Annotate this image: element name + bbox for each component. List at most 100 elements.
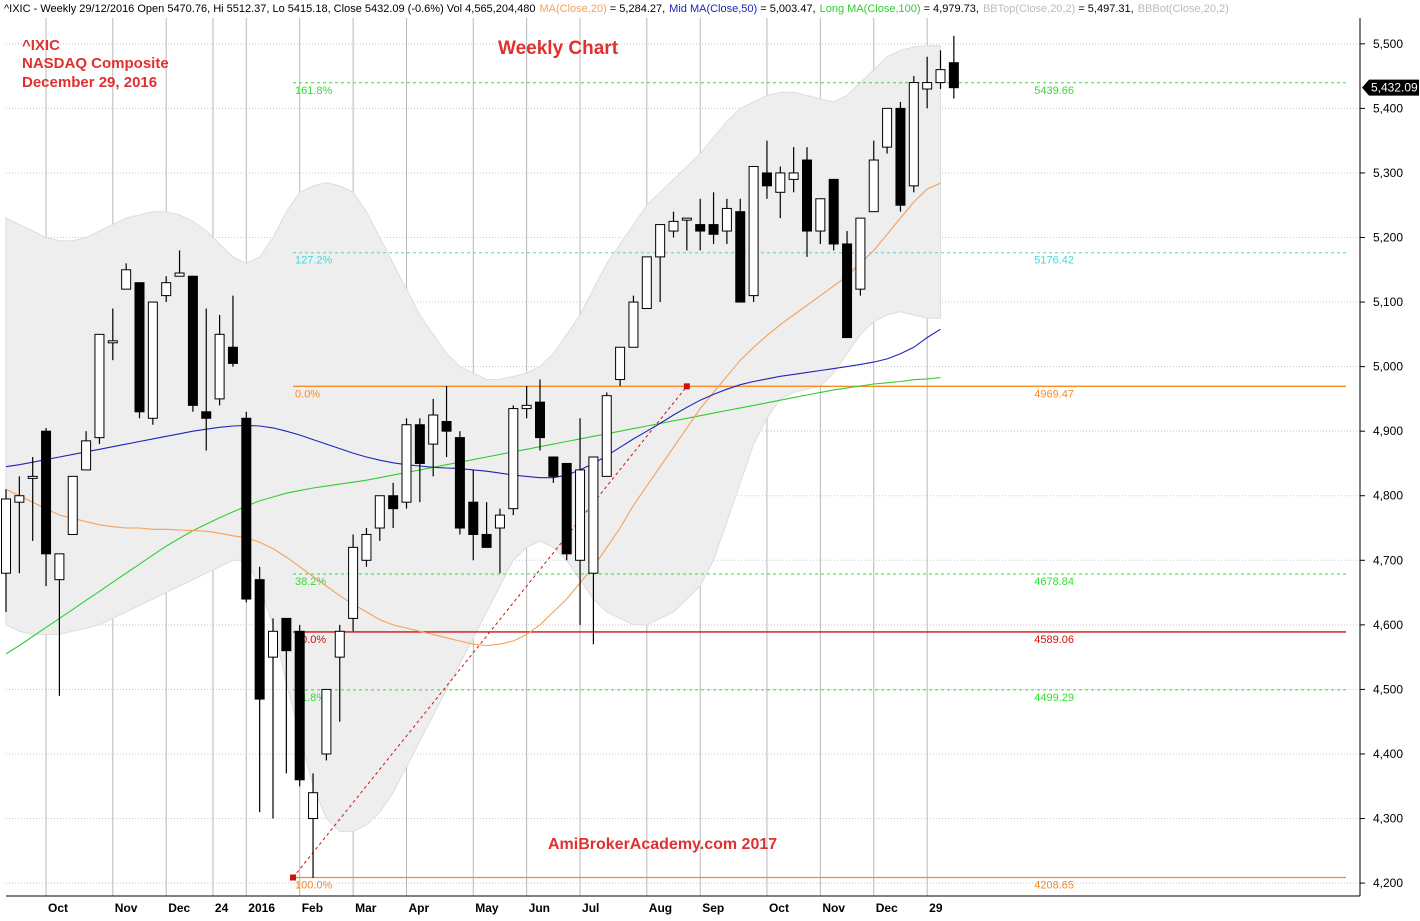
bollinger-band-layer [5,45,941,832]
candle-body [895,107,906,206]
candle-body [842,243,853,339]
y-tick-label: 5,200 [1373,231,1403,245]
y-tick-label: 5,100 [1373,295,1403,309]
x-tick-label: Sep [702,901,724,915]
candle-body [601,395,612,477]
fib-anchor-end [683,383,690,390]
chart-header: ^IXIC - Weekly 29/12/2016 Open 5470.76, … [4,3,1229,15]
y-tick-label: 4,600 [1373,618,1403,632]
candle-body [681,217,692,221]
candles-layer [1,35,959,878]
header-bbtop-value: = 5,497.31, [1075,3,1133,15]
y-tick-label: 4,500 [1373,682,1403,696]
candle-body [922,82,933,90]
fib-trendline [292,386,688,878]
candle-body [935,69,946,84]
last-price-tag-text: 5,432.09 [1371,81,1418,95]
y-tick-label: 4,300 [1373,812,1403,826]
candle-body [668,220,679,232]
candle-body [414,424,425,464]
x-tick-label: Apr [409,901,430,915]
candle-body [401,424,412,503]
candle-body [735,211,746,303]
chart-title: Weekly Chart [498,38,619,59]
candle-body [615,346,626,381]
candle-body [468,501,479,535]
candle-body [748,165,759,297]
candle-body [721,207,732,232]
y-tick-label: 4,700 [1373,553,1403,567]
x-tick-label: Aug [649,901,672,915]
header-bbtop-label: BBTop(Close,20,2) [983,3,1075,15]
candle-body [174,272,185,277]
fib-level-value: 4589.06 [1034,634,1074,646]
candle-body [81,440,92,471]
candle-body [121,269,132,290]
x-tick-label: May [475,901,499,915]
candle-body [94,333,105,439]
candle-body [374,495,385,529]
candle-body [628,301,639,348]
fib-level-label: 127.2% [295,255,333,267]
x-tick-label: 29 [929,901,943,915]
candle-body [788,172,799,180]
y-tick-label: 5,000 [1373,360,1403,374]
y-tick-label: 4,900 [1373,424,1403,438]
y-tick-label: 5,500 [1373,37,1403,51]
x-tick-label: Oct [48,901,68,915]
watermark-text: AmiBrokerAcademy.com 2017 [548,836,777,853]
date-label: December 29, 2016 [22,74,157,91]
x-tick-label: 2016 [248,901,275,915]
candle-body [348,546,359,619]
header-ma100-label: Long MA(Close,100) [820,3,921,15]
candle-body [147,301,158,419]
fib-level-value: 4499.29 [1034,692,1074,704]
y-tick-label: 5,300 [1373,166,1403,180]
last-price-tag: 5,432.09 [1362,79,1419,96]
candle-body [588,456,599,574]
ma50-line [5,328,941,479]
x-tick-label: Mar [355,901,377,915]
candle-body [54,553,65,581]
symbol-label: ^IXIC [22,37,60,54]
x-tick-label: Jun [529,901,550,915]
fib-anchor-start [290,874,297,881]
candle-body [334,630,345,658]
ma20-line [5,182,941,647]
candle-body [187,275,198,406]
candle-body [775,172,786,193]
header-ma50-value: = 5,003.47, [757,3,815,15]
candle-body [134,282,145,413]
x-tick-label: Nov [822,901,845,915]
candle-body [14,495,25,503]
candle-body [254,579,265,700]
fib-level-value: 4208.65 [1034,880,1074,892]
header-ma100-value: = 4,979.73, [921,3,979,15]
candle-body [1,498,11,574]
header-ma20-value: = 5,284.27, [607,3,665,15]
candle-body [494,514,505,529]
y-tick-label: 4,200 [1373,876,1403,890]
candle-body [828,178,839,245]
candle-body [655,224,666,258]
candle-body [802,159,812,232]
bollinger-band-area [5,45,941,832]
ma100-line [5,377,941,655]
candle-body [321,688,332,755]
candle-body [815,198,826,232]
axes-layer: 4,200 4,300 4,400 4,500 4,600 4,700 4,800 4,900… [6,18,1403,915]
candle-body [361,533,372,561]
fib-level-label: 161.8% [295,85,333,97]
candle-body [268,630,278,658]
y-tick-label: 5,400 [1373,101,1403,115]
x-tick-label: Feb [302,901,323,915]
header-bbbot-label: BBBot(Close,20,2) [1138,3,1229,15]
candle-body [454,437,465,529]
fib-level-value: 5439.66 [1034,85,1074,97]
fib-level-label: 100.0% [295,880,333,892]
x-tick-label: Oct [769,901,789,915]
candle-body [281,617,292,652]
candle-body [161,282,172,297]
candle-body [882,107,893,148]
